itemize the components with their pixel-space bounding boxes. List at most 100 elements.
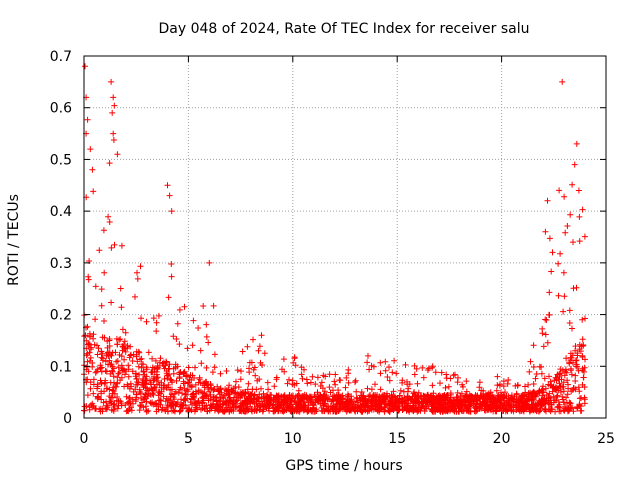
data-point [126, 394, 133, 401]
data-point [566, 320, 573, 326]
data-point [572, 343, 579, 350]
data-point [360, 392, 367, 399]
data-point [364, 385, 371, 392]
data-point [122, 329, 129, 336]
data-point [108, 78, 115, 85]
data-point [440, 392, 447, 399]
data-point [353, 394, 360, 401]
data-point [504, 380, 511, 387]
data-point [330, 387, 336, 394]
data-point [232, 383, 239, 390]
data-point [118, 242, 125, 249]
data-point [268, 392, 275, 399]
data-point [147, 377, 153, 384]
data-point [506, 397, 513, 403]
data-point [197, 347, 204, 354]
data-point [87, 332, 93, 339]
data-point [323, 392, 330, 399]
data-point [493, 387, 500, 394]
data-point [87, 358, 93, 364]
data-point [176, 375, 183, 382]
data-point [223, 368, 230, 374]
data-point [185, 405, 192, 412]
data-point [151, 368, 158, 375]
data-point [326, 371, 333, 378]
data-point [391, 357, 398, 364]
data-point [568, 371, 575, 378]
data-point [118, 400, 125, 407]
data-point [92, 405, 98, 412]
data-point [437, 395, 444, 402]
data-point [109, 363, 116, 370]
data-point [101, 318, 107, 324]
data-point [147, 399, 154, 406]
data-point [491, 404, 498, 411]
data-point [565, 385, 572, 392]
data-point [122, 402, 129, 408]
data-point [132, 373, 139, 380]
data-point [140, 361, 147, 368]
data-point [241, 389, 247, 396]
data-point [373, 401, 380, 408]
data-point [233, 378, 239, 385]
data-point [106, 219, 113, 225]
data-point [167, 399, 174, 406]
grid-lines [84, 56, 606, 418]
data-point [111, 379, 117, 386]
data-point [124, 381, 131, 388]
data-point [419, 398, 426, 405]
data-point [377, 386, 384, 393]
data-point [84, 376, 91, 383]
data-point [345, 366, 352, 373]
data-point [394, 404, 401, 411]
data-point [300, 399, 307, 406]
data-point [527, 358, 534, 365]
data-point [271, 408, 278, 415]
data-point [99, 357, 106, 364]
data-point [174, 399, 181, 406]
data-point [143, 364, 150, 371]
data-point [581, 364, 588, 371]
data-point [566, 307, 573, 314]
data-point [484, 395, 490, 402]
y-tick-label: 0.3 [50, 256, 72, 272]
data-point [298, 364, 305, 371]
data-point [576, 238, 583, 245]
data-point [114, 341, 121, 348]
data-point [218, 389, 225, 396]
data-point [570, 408, 577, 415]
data-point [143, 377, 150, 384]
x-tick-label: 5 [184, 431, 193, 447]
data-point [546, 235, 553, 242]
data-point [111, 241, 118, 248]
data-point [318, 379, 325, 386]
data-point [97, 405, 104, 412]
data-point [219, 401, 226, 408]
data-point [342, 384, 349, 391]
data-point [169, 379, 176, 386]
data-point [395, 400, 402, 407]
data-point [94, 351, 101, 358]
data-point [256, 343, 263, 350]
data-point [496, 382, 503, 389]
data-point [319, 397, 326, 404]
data-point [181, 396, 188, 403]
data-point [286, 376, 292, 383]
data-point [138, 355, 145, 362]
data-point [572, 357, 579, 364]
data-point [152, 357, 159, 364]
data-point [494, 373, 501, 380]
data-point [284, 395, 290, 402]
data-point [289, 381, 296, 388]
data-point [384, 374, 391, 380]
data-point [89, 166, 96, 173]
data-point [497, 404, 504, 411]
data-point [260, 393, 267, 400]
data-point [188, 396, 195, 403]
data-point [538, 387, 545, 394]
data-point [547, 378, 554, 385]
data-point [132, 398, 139, 405]
data-point [397, 387, 404, 394]
data-point [261, 350, 268, 357]
data-point [568, 365, 575, 372]
